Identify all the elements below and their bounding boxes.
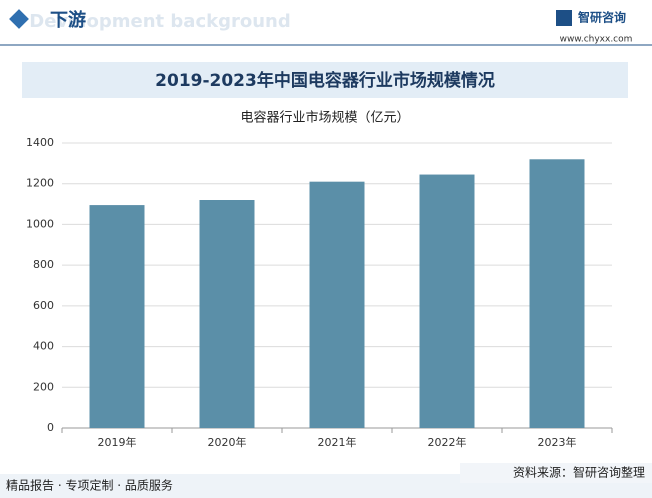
x-tick-label: 2022年	[428, 435, 467, 449]
y-tick-label: 800	[33, 258, 54, 271]
bar	[89, 205, 145, 428]
y-tick-label: 0	[47, 421, 54, 434]
y-tick-label: 1400	[26, 136, 54, 149]
x-tick-label: 2023年	[538, 435, 577, 449]
bar	[199, 200, 255, 428]
y-tick-label: 200	[33, 380, 54, 393]
title-band	[22, 62, 628, 98]
logo-url: www.chyxx.com	[560, 35, 633, 45]
y-tick-label: 400	[33, 340, 54, 353]
source-band	[460, 463, 652, 483]
x-tick-label: 2019年	[98, 435, 137, 449]
bar	[529, 159, 585, 429]
bar	[309, 181, 365, 428]
chart-subtitle: 电容器行业市场规模（亿元）	[240, 110, 409, 126]
chart-title: 2019-2023年中国电容器行业市场规模情况	[155, 70, 495, 91]
header-title: 下游	[50, 9, 86, 31]
logo-icon	[556, 10, 572, 26]
bar	[419, 174, 475, 428]
logo-name: 智研咨询	[577, 10, 626, 25]
x-tick-label: 2021年	[318, 435, 357, 449]
x-tick-label: 2020年	[208, 435, 247, 449]
y-tick-label: 1000	[26, 217, 54, 230]
header-icon	[9, 9, 29, 29]
y-tick-label: 1200	[26, 177, 54, 190]
footer-left: 精品报告 · 专项定制 · 品质服务	[6, 478, 173, 493]
y-tick-label: 600	[33, 299, 54, 312]
header-bg-text: Development background	[29, 11, 290, 32]
footer-source: 资料来源：智研咨询整理	[513, 465, 645, 480]
